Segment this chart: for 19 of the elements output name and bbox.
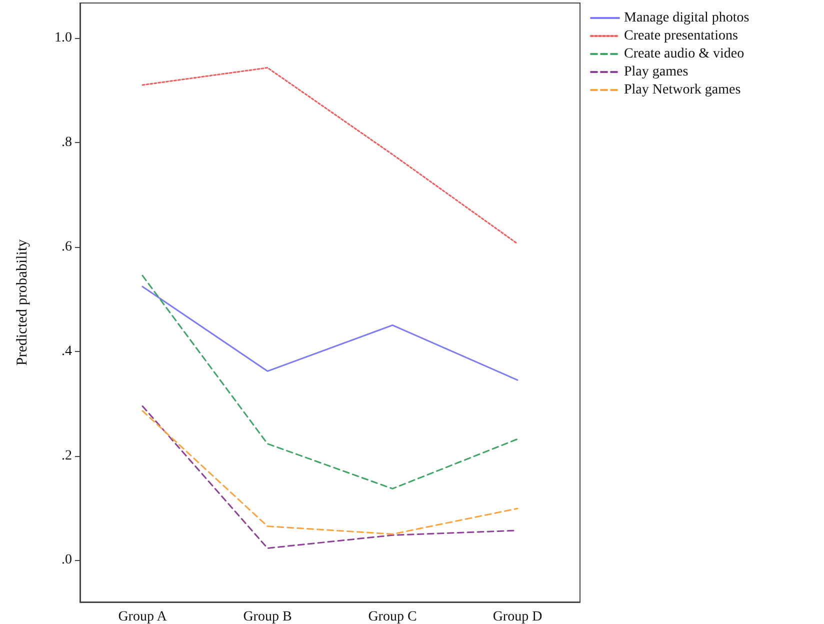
- legend-label: Play Network games: [624, 82, 741, 98]
- legend-label: Manage digital photos: [624, 10, 750, 26]
- y-tick-label: 1.0: [54, 30, 72, 46]
- x-tick-label: Group A: [118, 610, 168, 624]
- y-tick-label: .8: [62, 134, 72, 150]
- x-tick-label: Group D: [492, 610, 542, 624]
- legend-label: Create audio & video: [624, 46, 744, 62]
- y-tick-label: .4: [62, 344, 72, 359]
- y-tick-label: .2: [62, 448, 72, 464]
- y-tick-label: .6: [62, 239, 72, 254]
- legend-label: Create presentations: [624, 28, 738, 44]
- legend-label: Play games: [624, 64, 688, 80]
- line-series: [142, 286, 518, 381]
- y-tick-label: .0: [62, 552, 72, 568]
- line-series: [142, 67, 518, 244]
- y-axis-title: Predicted probability: [14, 238, 30, 366]
- x-tick-label: Group C: [368, 610, 417, 624]
- line-series: [142, 274, 518, 490]
- x-tick-label: Group B: [243, 610, 292, 624]
